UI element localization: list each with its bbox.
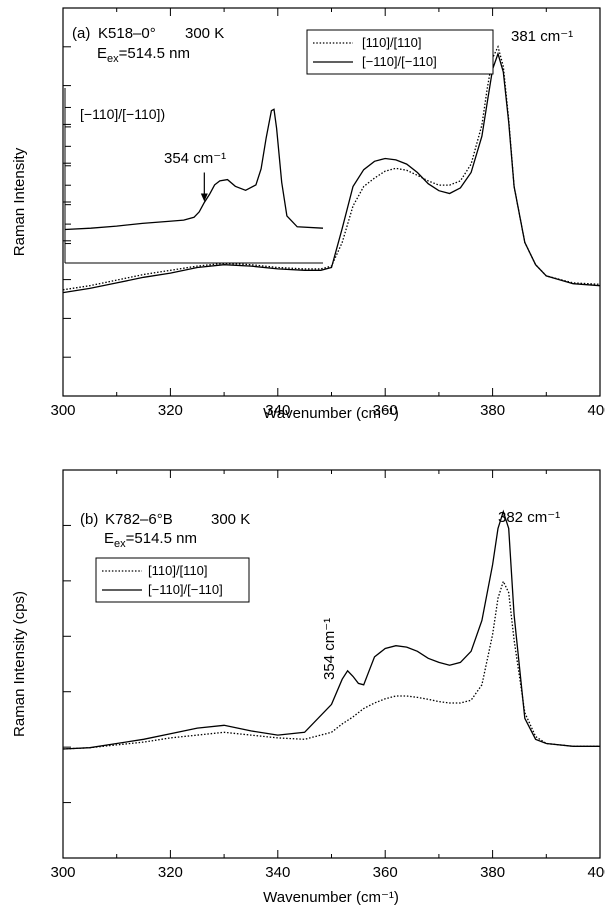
x-axis-label: Wavenumber (cm⁻¹) [263, 889, 399, 906]
x-tick-label: 400 [587, 864, 605, 881]
series-line-1 [62, 579, 600, 750]
excitation-value: =514.5 nm [126, 530, 197, 547]
legend-label-series-2: [−110]/[−110] [148, 582, 223, 597]
panel-b: 300 320 340 360 380 400 Wavenumber (cm⁻¹) Ram… [11, 469, 605, 906]
peak-annotation: 381 cm⁻¹ [511, 28, 573, 45]
temperature-label: 300 K [185, 25, 224, 42]
y-ticks [63, 524, 71, 804]
peak-annotation: 382 cm⁻¹ [498, 509, 560, 526]
x-ticks [62, 470, 601, 858]
inset-series-line [64, 108, 324, 231]
x-tick-label: 400 [587, 402, 605, 419]
panel-label: (a) [72, 25, 90, 42]
inset: [−110]/[−110]) 354 cm⁻¹ [64, 88, 324, 264]
x-tick-label: 320 [158, 864, 183, 881]
series-line-1 [62, 44, 601, 291]
x-tick-label: 320 [158, 402, 183, 419]
x-tick-labels: 300 320 340 360 380 400 [50, 864, 605, 881]
series-line-2 [62, 51, 601, 294]
inset-label: [−110]/[−110]) [80, 106, 165, 122]
x-tick-label: 360 [373, 402, 398, 419]
legend-label-series-2: [−110]/[−110] [362, 54, 437, 69]
inset-y-ticks [65, 106, 71, 245]
legend-label-series-1: [110]/[110] [362, 35, 422, 50]
data-series [62, 509, 600, 750]
x-tick-labels: 300 320 340 360 380 400 [50, 402, 605, 419]
x-tick-label: 380 [480, 864, 505, 881]
y-ticks [63, 46, 71, 358]
legend-box [306, 29, 494, 75]
excitation-subscript: ex [114, 538, 126, 550]
x-axis-label: Wavenumber (cm⁻¹) [263, 405, 399, 422]
legend-box [95, 557, 250, 603]
temperature-label: 300 K [211, 511, 250, 528]
x-tick-label: 340 [265, 402, 290, 419]
x-tick-label: 300 [50, 864, 75, 881]
inset-annotation: 354 cm⁻¹ [164, 150, 226, 167]
peak-annotation-rotated: 354 cm⁻¹ [321, 618, 338, 680]
panel-a: 300 320 340 360 380 400 Wavenumber (cm⁻¹) Ram… [11, 7, 605, 422]
sample-label: K782–6°B [105, 511, 173, 528]
x-tick-label: 360 [373, 864, 398, 881]
y-axis-label: Raman Intensity [11, 147, 28, 256]
excitation-subscript: ex [107, 53, 119, 65]
y-axis-label: Raman Intensity (cps) [11, 591, 28, 737]
x-ticks [62, 8, 601, 396]
data-series [62, 44, 601, 294]
x-tick-label: 340 [265, 864, 290, 881]
excitation-prefix: E [97, 45, 107, 62]
excitation-label: Eex=514.5 nm [97, 45, 190, 65]
x-tick-label: 300 [50, 402, 75, 419]
sample-label: K518–0° [98, 25, 156, 42]
excitation-label: Eex=514.5 nm [104, 530, 197, 550]
series-line-2 [62, 509, 600, 750]
inset-arrow-head [200, 193, 208, 202]
x-tick-label: 380 [480, 402, 505, 419]
legend-label-series-1: [110]/[110] [148, 563, 208, 578]
panel-label: (b) [80, 511, 98, 528]
excitation-prefix: E [104, 530, 114, 547]
excitation-value: =514.5 nm [119, 45, 190, 62]
